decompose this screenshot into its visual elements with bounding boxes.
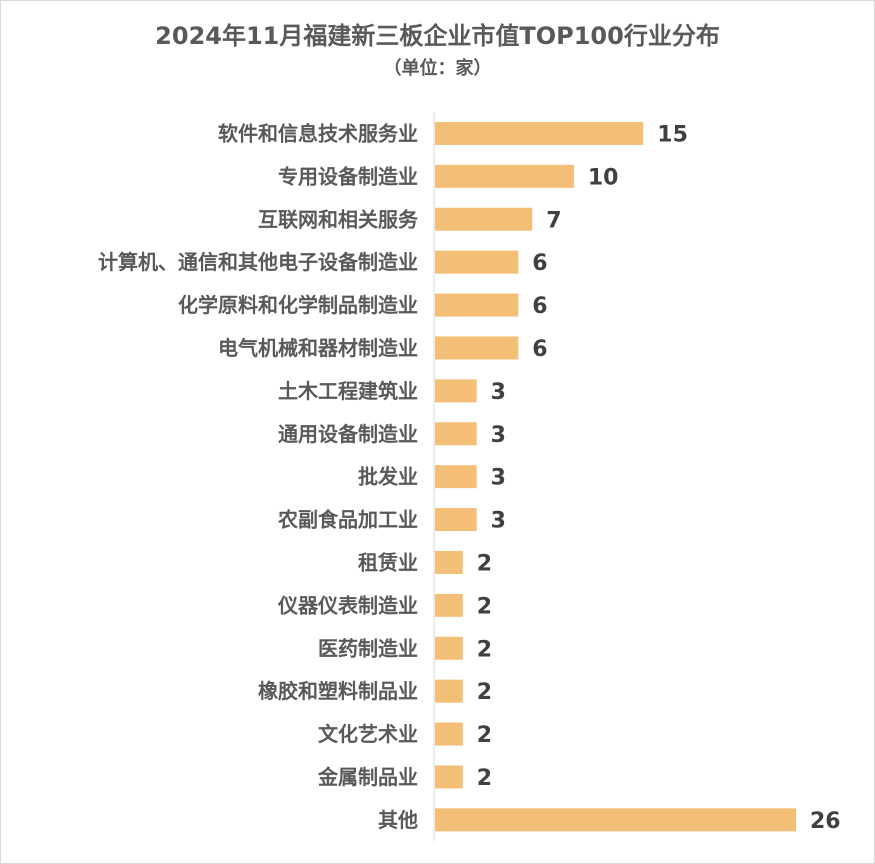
category-label: 文化艺术业 bbox=[318, 722, 418, 746]
category-label: 软件和信息技术服务业 bbox=[218, 121, 418, 145]
bar bbox=[435, 422, 477, 446]
category-label: 其他 bbox=[378, 808, 418, 832]
data-label: 2 bbox=[477, 637, 492, 662]
data-label: 6 bbox=[532, 251, 547, 276]
bar bbox=[435, 121, 644, 145]
bar bbox=[435, 636, 463, 660]
category-label: 医药制造业 bbox=[318, 636, 418, 660]
category-label: 化学原料和化学制品制造业 bbox=[178, 293, 418, 317]
category-label: 农副食品加工业 bbox=[277, 508, 418, 532]
category-label: 橡胶和塑料制品业 bbox=[258, 679, 418, 703]
bar bbox=[435, 593, 463, 617]
category-label: 互联网和相关服务 bbox=[258, 207, 419, 231]
chart-subtitle: （单位：家） bbox=[383, 58, 492, 79]
bar bbox=[435, 164, 574, 188]
data-label: 3 bbox=[491, 509, 506, 534]
bar bbox=[435, 465, 477, 489]
bar bbox=[435, 722, 463, 746]
category-label: 批发业 bbox=[358, 465, 418, 489]
data-label: 2 bbox=[477, 594, 492, 619]
data-label: 2 bbox=[477, 766, 492, 791]
bar bbox=[435, 550, 463, 574]
bar bbox=[435, 765, 463, 789]
data-label: 2 bbox=[477, 551, 492, 576]
data-label: 6 bbox=[532, 294, 547, 319]
bar bbox=[435, 293, 519, 317]
bar bbox=[435, 808, 796, 832]
bar bbox=[435, 207, 533, 231]
data-label: 10 bbox=[588, 165, 619, 190]
bar bbox=[435, 679, 463, 703]
bar bbox=[435, 379, 477, 403]
category-label: 金属制品业 bbox=[317, 765, 418, 789]
data-label: 2 bbox=[477, 680, 492, 705]
data-label: 7 bbox=[546, 208, 561, 233]
category-label: 计算机、通信和其他电子设备制造业 bbox=[98, 250, 418, 274]
data-label: 2 bbox=[477, 723, 492, 748]
category-label: 电气机械和器材制造业 bbox=[218, 336, 418, 360]
data-label: 3 bbox=[491, 423, 506, 448]
category-label: 租赁业 bbox=[358, 550, 418, 574]
category-label: 土木工程建筑业 bbox=[278, 379, 418, 403]
data-label: 15 bbox=[657, 122, 688, 147]
bar bbox=[435, 250, 519, 274]
data-label: 26 bbox=[810, 809, 841, 834]
data-label: 3 bbox=[491, 466, 506, 491]
bar bbox=[435, 508, 477, 532]
data-label: 6 bbox=[532, 337, 547, 362]
category-label: 通用设备制造业 bbox=[278, 422, 418, 446]
category-label: 仪器仪表制造业 bbox=[277, 593, 418, 617]
bar bbox=[435, 336, 519, 360]
chart-title: 2024年11月福建新三板企业市值TOP100行业分布 bbox=[155, 22, 720, 50]
data-label: 3 bbox=[491, 380, 506, 405]
category-label: 专用设备制造业 bbox=[278, 164, 418, 188]
